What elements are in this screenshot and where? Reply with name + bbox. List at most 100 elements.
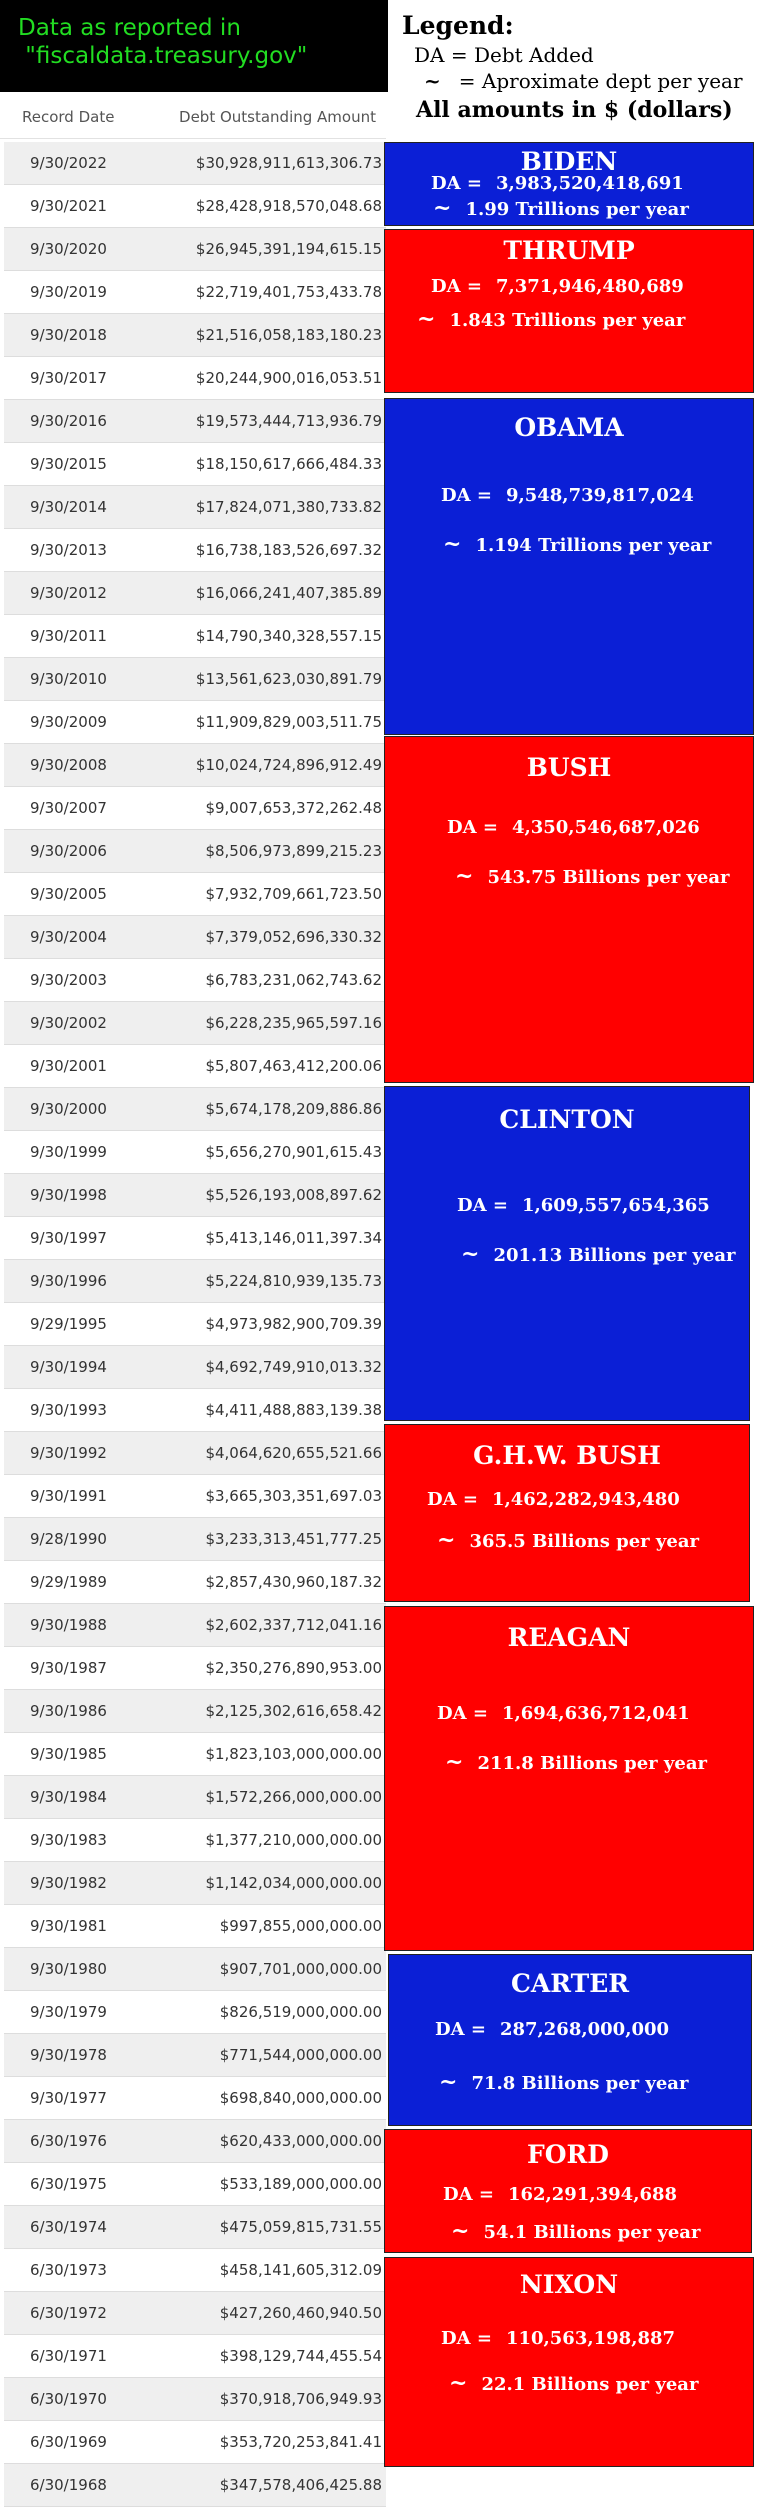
president-name: REAGAN bbox=[507, 1623, 631, 1652]
debt-amount-cell: $2,350,276,890,953.00 bbox=[205, 1659, 382, 1677]
yearly-rate-value: 211.8 Billions per year bbox=[477, 1753, 707, 1774]
yearly-rate-value: 22.1 Billions per year bbox=[481, 2374, 699, 2395]
record-date-cell: 9/30/1988 bbox=[30, 1616, 107, 1634]
debt-table: 9/30/2022 $30,928,911,613,306.73 9/30/2021… bbox=[4, 142, 386, 2507]
table-row: 9/30/2001 $5,807,463,412,200.06 bbox=[4, 1045, 386, 1088]
debt-amount-cell: $4,411,488,883,139.38 bbox=[205, 1401, 382, 1419]
header-debt-amount: Debt Outstanding Amount bbox=[179, 108, 376, 126]
table-row: 9/30/1988 $2,602,337,712,041.16 bbox=[4, 1604, 386, 1647]
debt-added-label: DA = bbox=[427, 1489, 478, 1510]
record-date-cell: 6/30/1969 bbox=[30, 2433, 107, 2451]
record-date-cell: 9/30/2008 bbox=[30, 756, 107, 774]
table-row: 9/30/2018 $21,516,058,183,180.23 bbox=[4, 314, 386, 357]
debt-amount-cell: $5,656,270,901,615.43 bbox=[205, 1143, 382, 1161]
record-date-cell: 9/30/1980 bbox=[30, 1960, 107, 1978]
table-row: 6/30/1976 $620,433,000,000.00 bbox=[4, 2120, 386, 2163]
table-row: 9/30/1985 $1,823,103,000,000.00 bbox=[4, 1733, 386, 1776]
table-row: 9/30/1980 $907,701,000,000.00 bbox=[4, 1948, 386, 1991]
debt-amount-cell: $20,244,900,016,053.51 bbox=[195, 369, 382, 387]
record-date-cell: 9/30/1998 bbox=[30, 1186, 107, 1204]
president-block-nixon: NIXON DA = 110,563,198,887 ~22.1 Billions p… bbox=[384, 2257, 754, 2467]
debt-amount-cell: $16,738,183,526,697.32 bbox=[195, 541, 382, 559]
record-date-cell: 6/30/1972 bbox=[30, 2304, 107, 2322]
debt-added-value: 287,268,000,000 bbox=[499, 2019, 670, 2040]
debt-amount-cell: $7,932,709,661,723.50 bbox=[205, 885, 382, 903]
record-date-cell: 9/30/1994 bbox=[30, 1358, 107, 1376]
president-name: NIXON bbox=[519, 2270, 619, 2299]
record-date-cell: 9/30/2021 bbox=[30, 197, 107, 215]
source-note: Data as reported in "fiscaldata.treasury… bbox=[0, 0, 388, 92]
record-date-cell: 9/30/2019 bbox=[30, 283, 107, 301]
table-row: 9/30/2005 $7,932,709,661,723.50 bbox=[4, 873, 386, 916]
record-date-cell: 6/30/1974 bbox=[30, 2218, 107, 2236]
president-block-thrump: THRUMP DA = 7,371,946,480,689 ~1.843 Trilli… bbox=[384, 229, 754, 393]
record-date-cell: 9/30/2022 bbox=[30, 154, 107, 172]
table-row: 9/30/2011 $14,790,340,328,557.15 bbox=[4, 615, 386, 658]
yearly-rate-line: ~201.13 Billions per year bbox=[461, 1241, 736, 1267]
record-date-cell: 9/30/2006 bbox=[30, 842, 107, 860]
record-date-cell: 9/30/2016 bbox=[30, 412, 107, 430]
yearly-rate-line: ~22.1 Billions per year bbox=[449, 2370, 698, 2396]
yearly-rate-value: 1.99 Trillions per year bbox=[465, 199, 689, 220]
debt-added-label: DA = bbox=[447, 817, 498, 838]
table-row: 9/30/2009 $11,909,829,003,511.75 bbox=[4, 701, 386, 744]
debt-amount-cell: $8,506,973,899,215.23 bbox=[205, 842, 382, 860]
debt-amount-cell: $4,064,620,655,521.66 bbox=[205, 1444, 382, 1462]
yearly-rate-line: ~365.5 Billions per year bbox=[437, 1527, 699, 1553]
table-row: 6/30/1972 $427,260,460,940.50 bbox=[4, 2292, 386, 2335]
record-date-cell: 9/30/1984 bbox=[30, 1788, 107, 1806]
legend-units: All amounts in $ (dollars) bbox=[416, 97, 733, 123]
table-row: 9/30/1978 $771,544,000,000.00 bbox=[4, 2034, 386, 2077]
debt-added-value: 1,462,282,943,480 bbox=[491, 1489, 680, 1510]
record-date-cell: 9/30/1981 bbox=[30, 1917, 107, 1935]
president-name: OBAMA bbox=[514, 413, 624, 442]
debt-added-value: 4,350,546,687,026 bbox=[511, 817, 700, 838]
president-block-reagan: REAGAN DA = 1,694,636,712,041 ~211.8 Billio… bbox=[384, 1606, 754, 1951]
debt-amount-cell: $5,674,178,209,886.86 bbox=[205, 1100, 382, 1118]
debt-amount-cell: $30,928,911,613,306.73 bbox=[195, 154, 382, 172]
table-row: 9/30/1981 $997,855,000,000.00 bbox=[4, 1905, 386, 1948]
president-name: THRUMP bbox=[503, 236, 635, 265]
debt-amount-cell: $5,807,463,412,200.06 bbox=[205, 1057, 382, 1075]
president-block-carter: CARTER DA = 287,268,000,000 ~71.8 Billions … bbox=[388, 1954, 752, 2126]
tilde-icon: ~ bbox=[449, 2370, 468, 2396]
debt-amount-cell: $997,855,000,000.00 bbox=[219, 1917, 382, 1935]
tilde-icon: ~ bbox=[417, 306, 436, 332]
legend-tilde-line: ~ = Aproximate dept per year bbox=[402, 68, 762, 94]
table-row: 9/30/2017 $20,244,900,016,053.51 bbox=[4, 357, 386, 400]
table-row: 9/30/1982 $1,142,034,000,000.00 bbox=[4, 1862, 386, 1905]
debt-amount-cell: $4,692,749,910,013.32 bbox=[205, 1358, 382, 1376]
table-row: 9/30/1996 $5,224,810,939,135.73 bbox=[4, 1260, 386, 1303]
debt-amount-cell: $10,024,724,896,912.49 bbox=[195, 756, 382, 774]
debt-added-label: DA = bbox=[443, 2184, 494, 2205]
tilde-icon: ~ bbox=[451, 2218, 470, 2244]
debt-amount-cell: $2,125,302,616,658.42 bbox=[205, 1702, 382, 1720]
table-row: 9/30/1979 $826,519,000,000.00 bbox=[4, 1991, 386, 2034]
tilde-icon: ~ bbox=[443, 531, 462, 557]
table-row: 6/30/1970 $370,918,706,949.93 bbox=[4, 2378, 386, 2421]
record-date-cell: 9/30/1999 bbox=[30, 1143, 107, 1161]
table-row: 9/30/2003 $6,783,231,062,743.62 bbox=[4, 959, 386, 1002]
debt-amount-cell: $22,719,401,753,433.78 bbox=[195, 283, 382, 301]
president-name: CLINTON bbox=[499, 1105, 635, 1134]
table-row: 9/30/2016 $19,573,444,713,936.79 bbox=[4, 400, 386, 443]
record-date-cell: 9/30/2018 bbox=[30, 326, 107, 344]
debt-amount-cell: $347,578,406,425.88 bbox=[219, 2476, 382, 2494]
record-date-cell: 9/30/1979 bbox=[30, 2003, 107, 2021]
debt-amount-cell: $771,544,000,000.00 bbox=[219, 2046, 382, 2064]
table-row: 6/30/1968 $347,578,406,425.88 bbox=[4, 2464, 386, 2507]
legend-da-line: DA = Debt Added bbox=[414, 43, 594, 67]
debt-added-value: 162,291,394,688 bbox=[507, 2184, 678, 2205]
table-header: Record Date Debt Outstanding Amount bbox=[0, 108, 386, 139]
president-block-obama: OBAMA DA = 9,548,739,817,024 ~1.194 Trillio… bbox=[384, 398, 754, 735]
debt-amount-cell: $620,433,000,000.00 bbox=[219, 2132, 382, 2150]
debt-added-label: DA = bbox=[435, 2019, 486, 2040]
debt-added-label: DA = bbox=[457, 1195, 508, 1216]
record-date-cell: 9/30/2013 bbox=[30, 541, 107, 559]
record-date-cell: 9/30/2020 bbox=[30, 240, 107, 258]
debt-amount-cell: $475,059,815,731.55 bbox=[219, 2218, 382, 2236]
debt-amount-cell: $26,945,391,194,615.15 bbox=[195, 240, 382, 258]
tilde-icon: ~ bbox=[445, 1749, 464, 1775]
debt-added-line: DA = 162,291,394,688 bbox=[443, 2184, 677, 2205]
president-name: BIDEN bbox=[520, 147, 618, 176]
